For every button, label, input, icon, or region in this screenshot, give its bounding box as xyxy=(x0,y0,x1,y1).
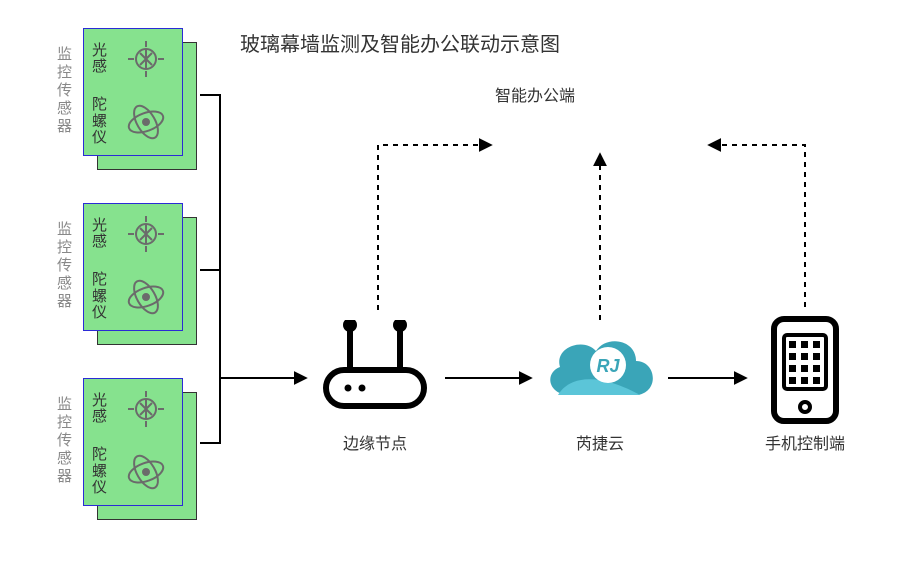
sensor-unit-1: 监控传感器 光感 陀螺仪 xyxy=(55,28,205,178)
light-sensor-icon xyxy=(124,387,168,431)
light-sensor-icon xyxy=(124,37,168,81)
sensor-box-front: 光感 陀螺仪 xyxy=(83,28,183,156)
sensor-gyro-label: 陀螺仪 xyxy=(92,447,116,497)
sensor-box-front: 光感 陀螺仪 xyxy=(83,378,183,506)
sensor-group-label: 监控传感器 xyxy=(55,46,75,136)
sensor-group-label: 监控传感器 xyxy=(55,396,75,486)
sensor-light-label: 光感 xyxy=(92,43,116,76)
edge-node-icon xyxy=(320,320,430,415)
mobile-icon xyxy=(760,315,850,425)
smart-office-label: 智能办公端 xyxy=(495,82,575,106)
cloud-logo-text: RJ xyxy=(596,356,620,376)
edge-node-label: 边缘节点 xyxy=(330,430,420,454)
sensor-gyro-label: 陀螺仪 xyxy=(92,272,116,322)
sensor-unit-3: 监控传感器 光感 陀螺仪 xyxy=(55,378,205,528)
cloud-icon: RJ xyxy=(540,325,660,415)
gyro-sensor-icon xyxy=(124,275,168,319)
cloud-label: 芮捷云 xyxy=(570,430,630,454)
gyro-sensor-icon xyxy=(124,100,168,144)
sensor-light-label: 光感 xyxy=(92,218,116,251)
sensor-light-label: 光感 xyxy=(92,393,116,426)
sensor-unit-2: 监控传感器 光感 陀螺仪 xyxy=(55,203,205,353)
sensor-group-label: 监控传感器 xyxy=(55,221,75,311)
sensor-box-front: 光感 陀螺仪 xyxy=(83,203,183,331)
diagram-title: 玻璃幕墙监测及智能办公联动示意图 xyxy=(240,28,560,57)
gyro-sensor-icon xyxy=(124,450,168,494)
mobile-label: 手机控制端 xyxy=(760,430,850,454)
sensor-gyro-label: 陀螺仪 xyxy=(92,97,116,147)
light-sensor-icon xyxy=(124,212,168,256)
